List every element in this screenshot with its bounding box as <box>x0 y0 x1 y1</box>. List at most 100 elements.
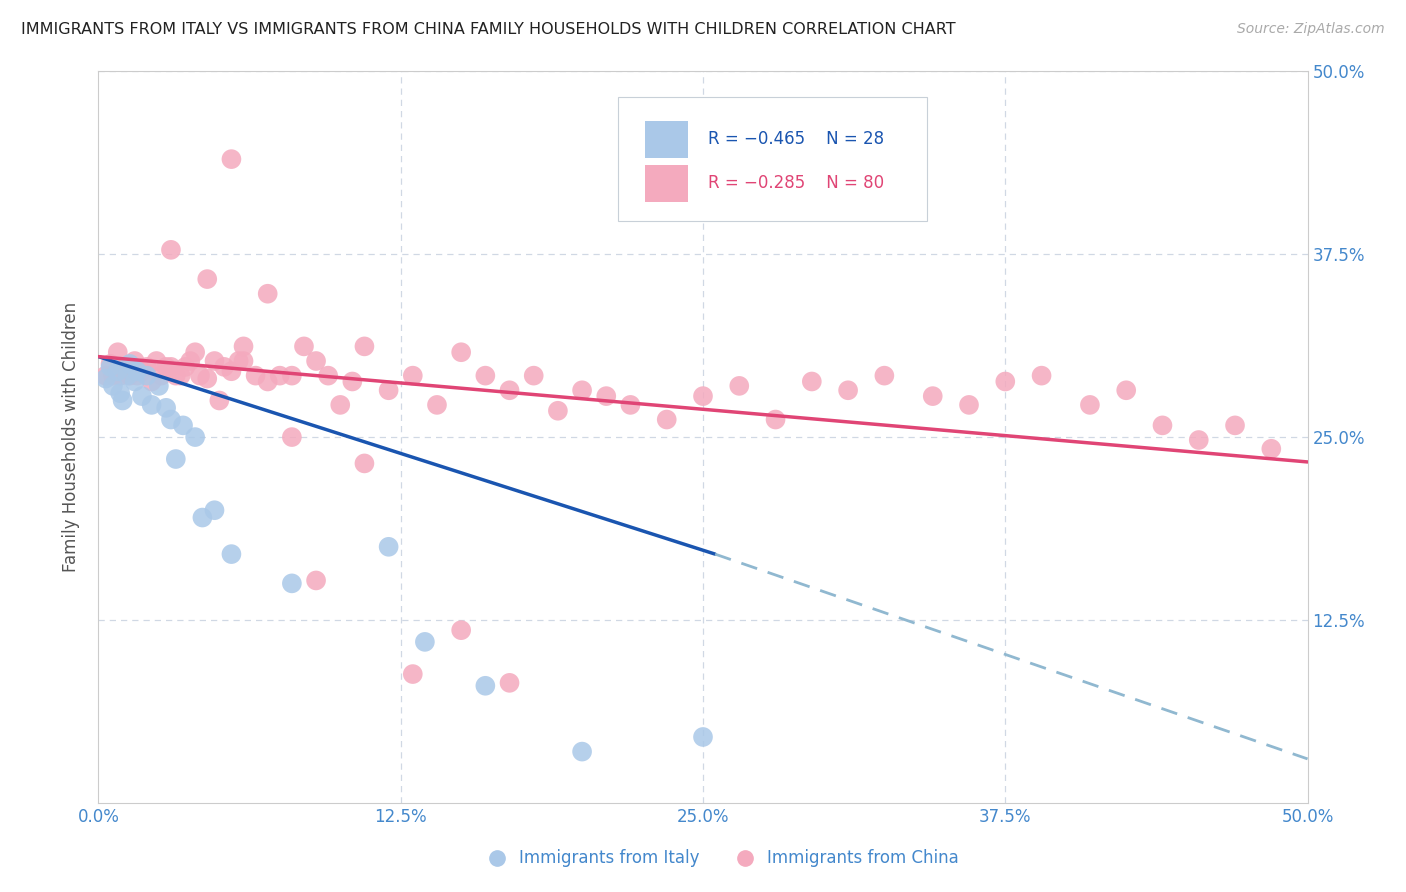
Point <box>245 368 267 383</box>
Point <box>800 375 823 389</box>
Point <box>765 412 787 426</box>
Point <box>172 418 194 433</box>
Point <box>353 457 375 471</box>
Point <box>269 368 291 383</box>
Point <box>571 745 593 759</box>
Point <box>305 354 328 368</box>
Text: IMMIGRANTS FROM ITALY VS IMMIGRANTS FROM CHINA FAMILY HOUSEHOLDS WITH CHILDREN C: IMMIGRANTS FROM ITALY VS IMMIGRANTS FROM… <box>21 22 956 37</box>
Point <box>1188 433 1211 447</box>
Point <box>165 452 187 467</box>
Text: R = −0.285    N = 80: R = −0.285 N = 80 <box>707 174 884 193</box>
Point <box>292 339 315 353</box>
Point <box>195 272 218 286</box>
Point <box>1115 384 1137 398</box>
Point <box>1260 442 1282 456</box>
Point <box>256 286 278 301</box>
Point <box>655 412 678 426</box>
Point <box>256 375 278 389</box>
Point <box>191 510 214 524</box>
Point <box>474 368 496 383</box>
Point <box>148 379 170 393</box>
Y-axis label: Family Households with Children: Family Households with Children <box>62 302 80 572</box>
Point <box>111 359 134 374</box>
Point <box>316 368 339 383</box>
Point <box>100 359 122 374</box>
Point <box>101 379 124 393</box>
Point <box>957 398 980 412</box>
Point <box>155 401 177 415</box>
Point <box>150 368 173 383</box>
Point <box>353 339 375 353</box>
Point <box>402 368 425 383</box>
Point <box>692 389 714 403</box>
Point <box>281 430 304 444</box>
Point <box>377 540 399 554</box>
Point <box>994 375 1017 389</box>
Point <box>174 359 197 374</box>
Point <box>498 384 520 398</box>
Point <box>450 623 472 637</box>
FancyBboxPatch shape <box>619 97 927 221</box>
Point <box>342 375 364 389</box>
Point <box>221 152 243 166</box>
Point <box>117 359 139 374</box>
Point <box>124 354 146 368</box>
Point <box>101 368 124 383</box>
Point <box>127 368 149 383</box>
Text: R = −0.465    N = 28: R = −0.465 N = 28 <box>707 130 884 148</box>
Point <box>402 667 425 681</box>
Point <box>692 730 714 744</box>
Point <box>184 430 207 444</box>
Point <box>141 398 163 412</box>
Point <box>118 357 141 371</box>
Point <box>141 375 163 389</box>
Text: Immigrants from China: Immigrants from China <box>768 848 959 867</box>
Point <box>145 354 167 368</box>
Point <box>135 368 157 383</box>
Point <box>1223 418 1246 433</box>
Point <box>1031 368 1053 383</box>
Point <box>413 635 436 649</box>
Point <box>305 574 328 588</box>
Point <box>94 371 117 385</box>
Point <box>118 368 141 383</box>
Point <box>165 368 187 383</box>
Point <box>329 398 352 412</box>
Text: Immigrants from Italy: Immigrants from Italy <box>519 848 700 867</box>
Point <box>547 403 569 417</box>
Point <box>195 371 218 385</box>
Point <box>426 398 449 412</box>
Point <box>377 384 399 398</box>
Point <box>169 368 191 383</box>
Point <box>1078 398 1101 412</box>
Point <box>135 359 157 374</box>
Point <box>921 389 943 403</box>
Point <box>131 389 153 403</box>
Point <box>108 368 131 383</box>
Point <box>204 503 226 517</box>
Point <box>111 393 134 408</box>
Point <box>117 368 139 383</box>
Point <box>571 384 593 398</box>
Point <box>619 398 641 412</box>
Point <box>155 359 177 374</box>
Point <box>221 547 243 561</box>
Point <box>124 375 146 389</box>
Point <box>127 364 149 378</box>
Point <box>498 676 520 690</box>
Point <box>523 368 546 383</box>
Point <box>281 368 304 383</box>
Point <box>1152 418 1174 433</box>
Point <box>873 368 896 383</box>
Point <box>595 389 617 403</box>
Point <box>108 386 131 401</box>
Point <box>179 354 201 368</box>
Bar <box>645 165 689 202</box>
Text: Source: ZipAtlas.com: Source: ZipAtlas.com <box>1237 22 1385 37</box>
Point <box>837 384 859 398</box>
Point <box>281 576 304 591</box>
Point <box>100 357 122 371</box>
Point <box>131 364 153 378</box>
Point <box>107 364 129 378</box>
Point <box>188 368 211 383</box>
